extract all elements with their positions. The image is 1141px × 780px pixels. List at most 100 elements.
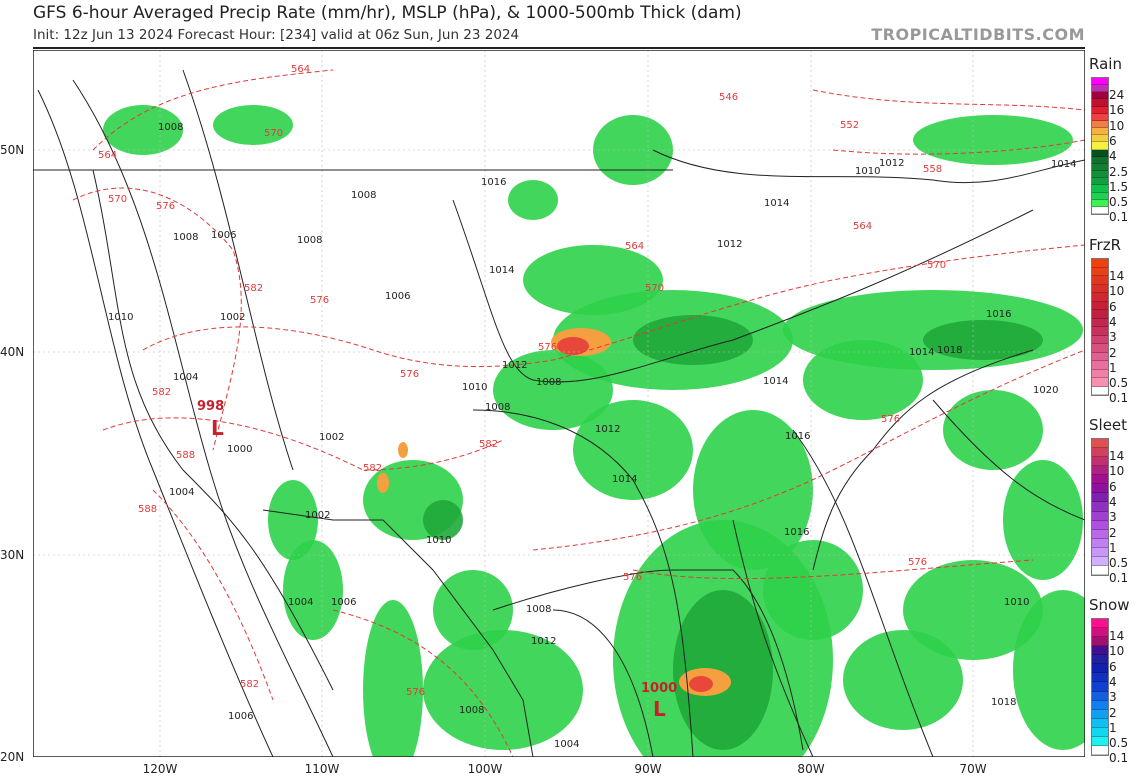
legend-swatch — [1092, 727, 1108, 737]
legend-tick: 1 — [1109, 540, 1117, 555]
legend-swatch — [1092, 344, 1108, 353]
legend-colorbar — [1091, 618, 1109, 756]
precip-area-heavy — [398, 442, 408, 458]
legend-swatch — [1092, 178, 1108, 186]
thickness-label: 576 — [538, 342, 557, 353]
legend-swatch — [1092, 192, 1108, 200]
thickness-label: 564 — [625, 241, 644, 252]
legend-swatch — [1092, 113, 1108, 121]
lon-label: 110W — [304, 762, 340, 776]
isobar-label: 1002 — [319, 432, 344, 443]
low-pressure-symbol: L — [211, 416, 224, 440]
legend-colorbar — [1091, 77, 1109, 215]
legend-tick: 0.1 — [1109, 571, 1129, 586]
thickness-label: 576 — [881, 414, 900, 425]
thickness-contour — [832, 139, 1085, 155]
legend-swatch — [1092, 78, 1108, 86]
precip-area — [943, 390, 1043, 470]
legend-swatch — [1092, 664, 1108, 674]
thickness-label: 582 — [240, 679, 259, 690]
thickness-label: 588 — [138, 504, 157, 515]
precip-area — [508, 180, 558, 220]
legend-tick: 24 — [1109, 88, 1125, 102]
precip-area — [493, 350, 613, 430]
legend-colorbar — [1091, 438, 1109, 576]
legend-swatch — [1092, 301, 1108, 310]
isobar-label: 1008 — [485, 402, 510, 413]
legend-tick: 14 — [1109, 629, 1125, 643]
isobar-label: 1002 — [220, 312, 245, 323]
isobar-label: 1014 — [489, 265, 514, 276]
isobar-label: 1014 — [764, 198, 789, 209]
legend-swatch — [1092, 466, 1108, 476]
isobar-contour — [452, 199, 1034, 383]
precip-area-intense — [689, 676, 713, 692]
isobar-label: 1010 — [1004, 597, 1029, 608]
precip-area — [573, 400, 693, 500]
lat-label: 30N — [0, 548, 25, 562]
legend-swatch — [1092, 142, 1108, 150]
thickness-label: 570 — [264, 128, 283, 139]
isobar-label: 1010 — [426, 535, 451, 546]
legend-swatch — [1092, 520, 1108, 530]
precip-area — [423, 630, 583, 750]
thickness-contour — [142, 244, 1085, 368]
thickness-label: 576 — [623, 572, 642, 583]
legend-tick: 4 — [1109, 674, 1117, 689]
legend-title: Snow — [1089, 596, 1130, 614]
legend-tick: 10 — [1109, 284, 1125, 299]
precip-area — [213, 105, 293, 145]
isobar-contour — [472, 409, 694, 757]
legend-swatch — [1092, 565, 1108, 575]
isobar-label: 1008 — [526, 604, 551, 615]
isobar-label: 1016 — [784, 527, 809, 538]
isobar-label: 1016 — [986, 309, 1011, 320]
legend-swatch — [1092, 673, 1108, 683]
thickness-label: 582 — [244, 283, 263, 294]
precip-area — [1013, 590, 1085, 750]
legend-swatch — [1092, 448, 1108, 458]
precip-area — [283, 540, 343, 640]
legend-tick: 4 — [1109, 314, 1117, 329]
thickness-label: 570 — [108, 194, 127, 205]
legend-snow: Snow 14 10 6 4 3 2 1 0.5 0.1 — [1087, 596, 1141, 764]
legend-title: FrzR — [1089, 236, 1121, 254]
isobar-label: 1008 — [536, 377, 561, 388]
legend-swatch — [1092, 206, 1108, 214]
legend-tick: 3 — [1109, 690, 1117, 705]
thickness-label: 582 — [152, 387, 171, 398]
legend-tick: 6 — [1109, 659, 1117, 674]
precip-area — [433, 570, 513, 650]
legend-tick: 10 — [1109, 464, 1125, 479]
legend-swatch — [1092, 457, 1108, 467]
lat-label: 40N — [0, 345, 25, 359]
legend-swatch — [1092, 682, 1108, 692]
legend-tick: 16 — [1109, 103, 1125, 118]
isobar-label: 1010 — [108, 312, 133, 323]
legend-tick: 0.5 — [1109, 376, 1129, 391]
lon-label: 90W — [634, 762, 662, 776]
legend-swatch — [1092, 284, 1108, 293]
isobar-label: 1014 — [909, 347, 934, 358]
legend-swatch — [1092, 655, 1108, 665]
legend-tick: 2 — [1109, 525, 1117, 540]
thickness-label: 576 — [310, 295, 329, 306]
legend-swatch — [1092, 439, 1108, 449]
legend-tick: 6 — [1109, 479, 1117, 494]
isobar-label: 1018 — [937, 345, 962, 356]
isobar-contour — [652, 149, 1085, 184]
legend-swatch — [1092, 267, 1108, 276]
thickness-label: 582 — [363, 463, 382, 474]
thickness-contour — [532, 349, 1085, 551]
precip-area — [763, 540, 863, 640]
isobar-label: 1010 — [855, 166, 880, 177]
isobar-label: 1016 — [481, 177, 506, 188]
legend-tick: 3 — [1109, 510, 1117, 525]
legend-tick: 1 — [1109, 360, 1117, 375]
legend-title: Rain — [1089, 55, 1122, 73]
thickness-contour — [102, 417, 504, 471]
thickness-label: 582 — [479, 439, 498, 450]
isobar-label: 1000 — [227, 444, 252, 455]
legend-tick: 0.5 — [1109, 195, 1129, 210]
